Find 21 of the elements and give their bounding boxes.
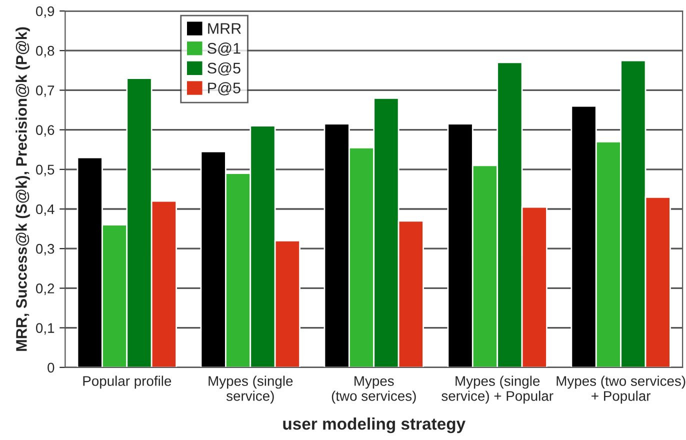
legend-label: MRR — [208, 23, 241, 34]
x-tick-label: Mypes (two services) — [332, 376, 416, 404]
y-axis-title: MRR, Success@k (S@k), Precision@k (P@k) — [16, 27, 30, 351]
y-tick-label: 0,2 — [36, 284, 54, 296]
legend-label: S@1 — [208, 42, 240, 56]
y-tick-label: 0 — [48, 362, 54, 373]
x-tick-label: Mypes (single service) + Popular — [442, 376, 554, 404]
x-axis-title: user modeling strategy — [283, 418, 466, 434]
legend-label: P@5 — [208, 82, 240, 96]
y-tick-label: 0,1 — [36, 323, 54, 335]
x-tick-label: Mypes (two services) + Popular — [556, 376, 686, 404]
y-tick-label: 0,3 — [36, 244, 54, 256]
y-tick-label: 0,9 — [36, 6, 54, 18]
x-tick-label: Mypes (single service) — [208, 376, 293, 404]
y-tick-label: 0,8 — [36, 46, 54, 58]
y-tick-label: 0,5 — [36, 164, 54, 176]
y-tick-label: 0,4 — [36, 204, 54, 216]
y-tick-label: 0,6 — [36, 125, 54, 137]
y-tick-label: 0,7 — [36, 86, 54, 98]
legend-label: S@5 — [208, 62, 240, 76]
x-tick-label: Popular profile — [83, 376, 172, 389]
